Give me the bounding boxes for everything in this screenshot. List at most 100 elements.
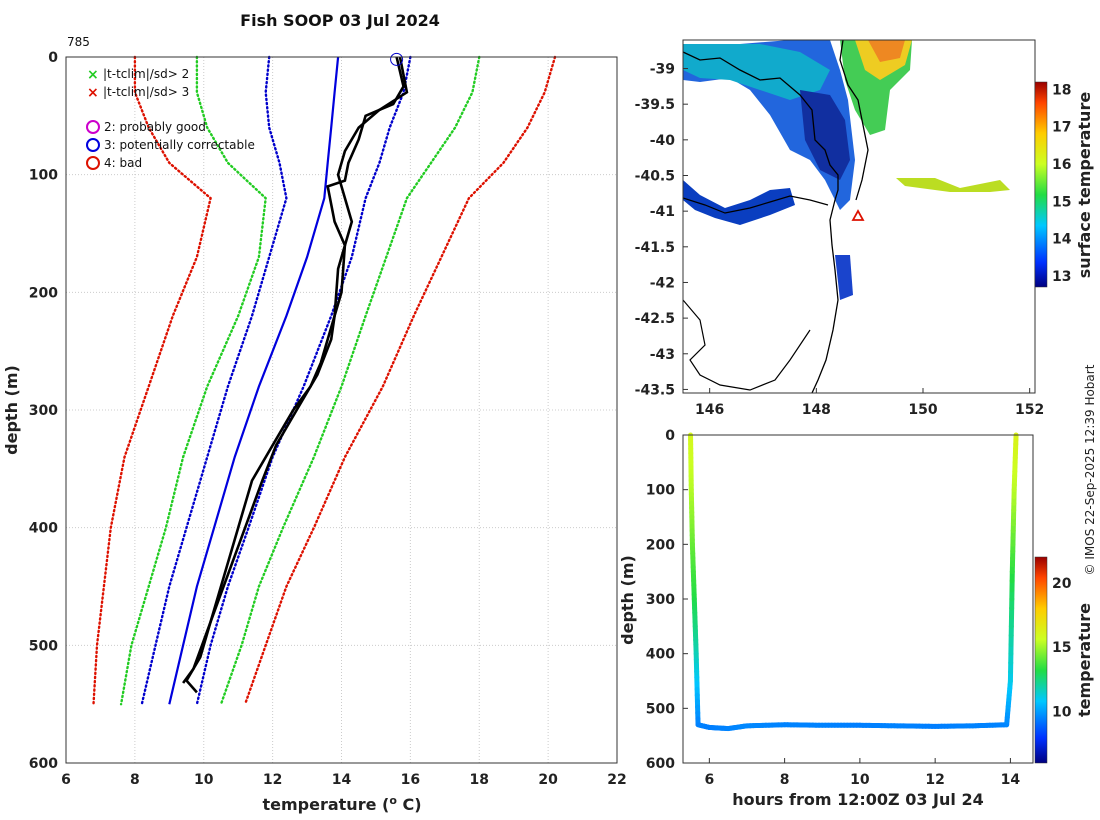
track-ylabel: depth (m) xyxy=(618,555,637,645)
profile-xtick-label: 22 xyxy=(607,772,626,788)
track-ticks: 6 8 10 12 14 0 100 200 300 400 500 600 xyxy=(646,428,1021,788)
map-position-marker xyxy=(851,209,865,221)
map-colorbar xyxy=(1034,81,1048,288)
profile-line-sd-minus3 xyxy=(92,55,212,706)
legend-red-x-icon: × xyxy=(87,85,99,101)
map-colorbar-label: surface temperature xyxy=(1075,92,1094,279)
profile-xtick-label: 20 xyxy=(538,772,558,788)
legend-good: 2: probably good xyxy=(104,120,206,134)
profile-line-sd-minus1 xyxy=(140,55,288,706)
legend-green-x-icon: × xyxy=(87,67,99,83)
track-colorbar-ticks: 10 15 20 xyxy=(1052,576,1072,721)
track-ytick-label: 100 xyxy=(646,483,675,499)
track-xtick-label: 8 xyxy=(780,772,790,788)
track-xtick-label: 12 xyxy=(925,772,944,788)
map-ytick-label: -43.5 xyxy=(635,382,675,398)
profile-xtick-label: 6 xyxy=(61,772,71,788)
track-colorbar-tick-label: 10 xyxy=(1052,705,1072,721)
legend-blue-circle-icon xyxy=(86,138,100,152)
profile-ytick-label: 100 xyxy=(29,168,58,184)
legend-flag2: |t-tclim|/sd> 2 xyxy=(103,67,189,81)
map-ytick-label: -43 xyxy=(650,347,675,363)
map-chart: 146 148 150 152 -39 -39.5 -40 -40.5 -41 -41.5 -42 -… xyxy=(635,39,1094,418)
map-xtick-label: 152 xyxy=(1015,402,1044,418)
track-ytick-label: 400 xyxy=(646,647,675,663)
profile-ytick-label: 0 xyxy=(48,50,58,66)
profile-legend: × |t-tclim|/sd> 2 × |t-tclim|/sd> 3 2: p… xyxy=(86,67,255,170)
profile-line-profile-1 xyxy=(184,56,405,694)
map-ytick-label: -40.5 xyxy=(635,168,675,184)
map-xtick-label: 146 xyxy=(695,402,724,418)
track-series xyxy=(688,432,1019,732)
track-ytick-label: 200 xyxy=(646,537,675,553)
profile-chart: 6 8 10 12 14 16 18 20 22 0 100 200 300 400 500 600 temp… xyxy=(2,50,627,814)
sst-patch-east-coast xyxy=(835,255,853,300)
sst-patch-bass-strait xyxy=(683,180,795,225)
profile-ytick-label: 600 xyxy=(29,756,58,772)
track-ytick-label: 600 xyxy=(646,756,675,772)
credit-text: © IMOS 22-Sep-2025 12:39 Hobart xyxy=(1083,364,1097,575)
profile-line-sd-minus2 xyxy=(119,55,267,706)
profile-xtick-label: 10 xyxy=(194,772,214,788)
map-xtick-label: 148 xyxy=(802,402,831,418)
track-colorbar-label: temperature xyxy=(1075,603,1094,717)
map-colorbar-tick-label: 14 xyxy=(1052,232,1072,248)
coastline-tasmania xyxy=(683,299,811,391)
track-ytick-label: 500 xyxy=(646,701,675,717)
map-sst-field xyxy=(683,40,1010,393)
map-colorbar-tick-label: 18 xyxy=(1052,82,1071,98)
map-ytick-label: -41 xyxy=(650,204,675,220)
profile-line-profile-2 xyxy=(182,56,409,684)
map-colorbar-tick-label: 17 xyxy=(1052,120,1071,136)
profile-ytick-label: 300 xyxy=(29,403,58,419)
track-colorbar xyxy=(1034,556,1048,764)
track-xlabel: hours from 12:00Z 03 Jul 24 xyxy=(732,790,983,809)
profile-flag-marker xyxy=(390,52,404,66)
sst-patch-orange xyxy=(868,40,905,62)
profile-ticks: 6 8 10 12 14 16 18 20 22 0 100 200 300 400 500 600 xyxy=(29,50,627,788)
legend-correctable: 3: potentially correctable xyxy=(104,138,255,152)
profile-xtick-label: 8 xyxy=(130,772,140,788)
coastline-mainland-east xyxy=(683,51,839,393)
map-ytick-label: -41.5 xyxy=(635,240,675,256)
profile-id: 785 xyxy=(67,35,90,49)
track-xtick-label: 6 xyxy=(704,772,714,788)
sst-patch-east xyxy=(896,178,1010,192)
map-ytick-label: -42.5 xyxy=(635,311,675,327)
profile-xtick-label: 16 xyxy=(401,772,420,788)
profile-series xyxy=(92,52,557,706)
profile-line-clim-mean xyxy=(168,56,340,705)
coastline-bass-strait xyxy=(683,195,829,214)
map-ticks: 146 148 150 152 -39 -39.5 -40 -40.5 -41 -41.5 -42 -… xyxy=(635,62,1045,418)
track-colorbar-tick-label: 20 xyxy=(1052,576,1072,592)
profile-xtick-label: 18 xyxy=(470,772,489,788)
track-ytick-label: 0 xyxy=(665,428,675,444)
map-colorbar-ticks: 13 14 15 16 17 18 xyxy=(1052,82,1072,284)
figure-title: Fish SOOP 03 Jul 2024 xyxy=(240,11,440,30)
legend-red-circle-icon xyxy=(86,156,100,170)
map-ytick-label: -42 xyxy=(650,275,675,291)
map-colorbar-tick-label: 15 xyxy=(1052,194,1071,210)
profile-ytick-label: 500 xyxy=(29,638,58,654)
map-ytick-label: -39.5 xyxy=(635,97,675,113)
profile-line-sd-plus2 xyxy=(219,55,481,706)
profile-ytick-label: 200 xyxy=(29,285,58,301)
profile-line-sd-plus3 xyxy=(243,55,557,706)
track-xtick-label: 10 xyxy=(850,772,870,788)
profile-xlabel: temperature (o C) xyxy=(262,794,421,815)
legend-magenta-circle-icon xyxy=(86,120,100,134)
track-ytick-label: 300 xyxy=(646,592,675,608)
map-ytick-label: -40 xyxy=(650,133,676,149)
map-colorbar-tick-label: 13 xyxy=(1052,269,1071,285)
profile-axes-box xyxy=(65,56,618,764)
map-xtick-label: 150 xyxy=(908,402,937,418)
track-colorbar-tick-label: 15 xyxy=(1052,640,1071,656)
legend-bad: 4: bad xyxy=(104,156,142,170)
coastline-east-shelf xyxy=(839,40,869,201)
map-colorbar-tick-label: 16 xyxy=(1052,157,1071,173)
profile-xtick-label: 12 xyxy=(263,772,282,788)
profile-ylabel: depth (m) xyxy=(2,365,21,455)
legend-flag3: |t-tclim|/sd> 3 xyxy=(103,85,189,99)
profile-ytick-label: 400 xyxy=(29,521,58,537)
map-ytick-label: -39 xyxy=(650,62,675,78)
